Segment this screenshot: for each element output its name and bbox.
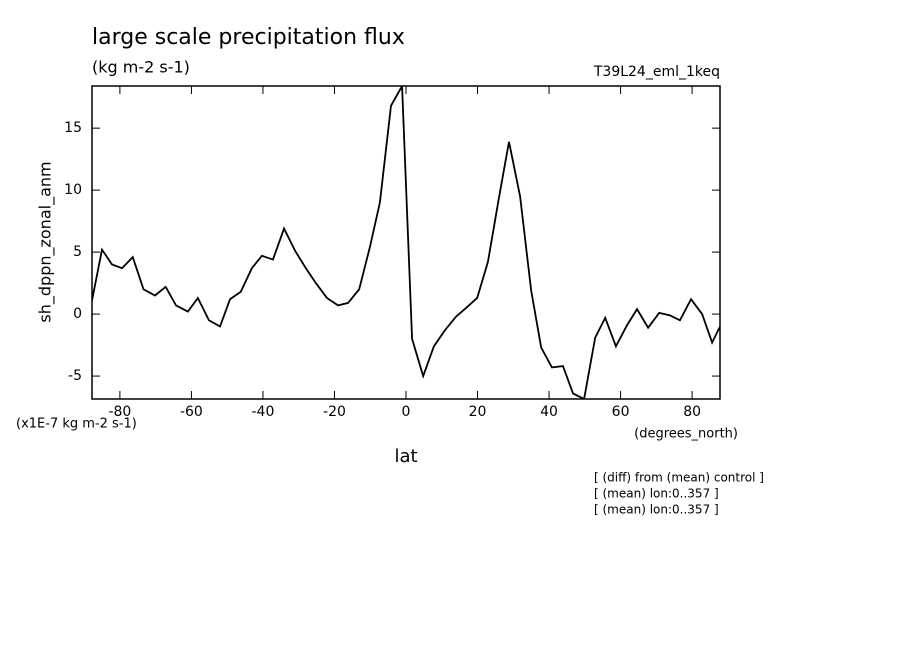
plot-frame (91, 85, 721, 400)
x-tick-label: -80 (108, 404, 131, 420)
dataset-label: T39L24_eml_1keq (593, 64, 720, 80)
chart-title: large scale precipitation flux (92, 25, 405, 50)
data-line (92, 86, 720, 399)
y-tick-label: 0 (73, 306, 82, 322)
y-tick-label: 5 (73, 244, 82, 260)
x-tick-label: 40 (540, 404, 558, 420)
note: [ (diff) from (mean) control ] (594, 471, 764, 485)
y-tick-label: 15 (64, 120, 82, 136)
x-tick-label: 80 (683, 404, 701, 420)
x-tick-label: -40 (252, 404, 275, 420)
y-tick-label: -5 (68, 368, 82, 384)
x-tick-label: -60 (180, 404, 203, 420)
x-tick-label: 0 (402, 404, 411, 420)
y-units: (x1E-7 kg m-2 s-1) (16, 417, 137, 432)
note: [ (mean) lon:0..357 ] (594, 503, 719, 517)
y-axis-label: sh_dppn_zonal_anm (36, 161, 56, 322)
chart-subtitle: (kg m-2 s-1) (92, 58, 190, 77)
x-tick-label: -20 (323, 404, 346, 420)
x-axis-label: lat (394, 446, 417, 467)
note: [ (mean) lon:0..357 ] (594, 487, 719, 501)
x-tick-label: 20 (469, 404, 487, 420)
x-tick-label: 60 (612, 404, 630, 420)
x-units: (degrees_north) (634, 427, 738, 442)
y-tick-label: 10 (64, 182, 82, 198)
